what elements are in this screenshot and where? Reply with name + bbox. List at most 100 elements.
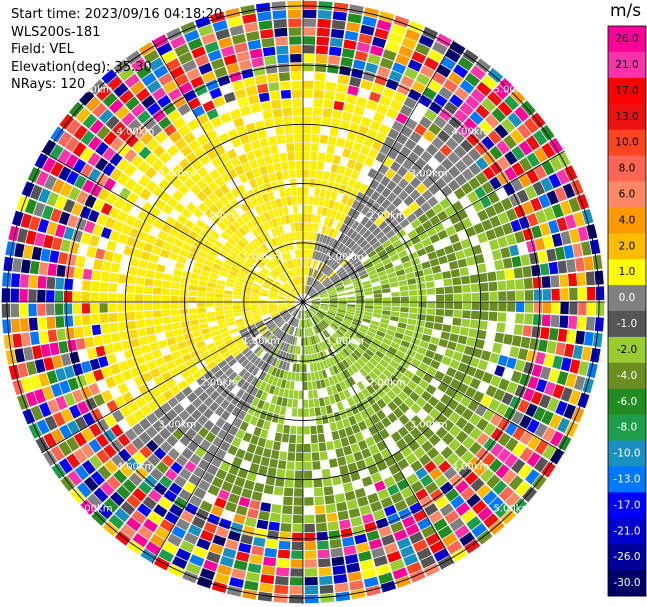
radar-gate xyxy=(351,423,361,434)
radar-gate xyxy=(220,266,230,274)
radar-gate xyxy=(515,313,524,324)
radar-gate xyxy=(303,452,312,462)
radar-gate xyxy=(124,149,137,163)
radar-gate xyxy=(324,316,333,323)
radar-gate xyxy=(100,271,110,282)
radar-gate xyxy=(568,315,578,329)
radar-gate xyxy=(455,430,469,444)
radar-gate xyxy=(421,440,434,453)
radar-gate xyxy=(206,342,216,351)
radar-gate xyxy=(137,525,153,540)
radar-gate xyxy=(420,150,433,163)
radar-gate xyxy=(365,187,375,198)
range-ring-label: 4.00km xyxy=(117,461,155,472)
radar-gate xyxy=(289,326,294,335)
radar-gate xyxy=(296,258,300,267)
radar-gate xyxy=(328,366,336,376)
radar-gate xyxy=(246,258,255,266)
radar-gate xyxy=(511,162,525,177)
radar-gate xyxy=(163,323,173,332)
radar-gate xyxy=(277,180,285,190)
radar-gate xyxy=(494,332,505,344)
radar-gate xyxy=(311,304,320,308)
radar-gate xyxy=(279,264,285,273)
radar-gate xyxy=(336,266,344,274)
radar-gate xyxy=(361,513,375,524)
radar-gate xyxy=(184,460,197,473)
radar-gate xyxy=(308,289,315,296)
radar-gate xyxy=(225,191,235,202)
radar-gate xyxy=(72,158,87,174)
radar-gate xyxy=(312,461,321,470)
radar-gate xyxy=(141,222,153,234)
radar-gate xyxy=(286,304,295,309)
radar-gate xyxy=(325,226,331,236)
radar-gate xyxy=(346,291,355,295)
radar-gate xyxy=(453,285,462,294)
radar-gate xyxy=(289,585,303,595)
radar-gate xyxy=(526,350,537,363)
radar-gate xyxy=(311,295,320,300)
radar-gate xyxy=(129,205,141,218)
radar-gate xyxy=(316,27,330,37)
radar-gate xyxy=(147,334,158,344)
radar-gate xyxy=(260,269,269,276)
radar-gate xyxy=(246,374,255,384)
radar-gate xyxy=(143,518,158,533)
radar-gate xyxy=(462,310,471,319)
radar-gate xyxy=(314,282,322,290)
radar-gate xyxy=(346,265,355,273)
radar-gate xyxy=(196,178,208,190)
radar-gate xyxy=(366,395,376,406)
radar-gate xyxy=(110,491,125,507)
radar-gate xyxy=(161,454,175,468)
radar-gate xyxy=(292,327,297,336)
radar-gate xyxy=(211,476,224,488)
radar-gate xyxy=(353,180,363,191)
radar-gate xyxy=(381,534,396,546)
radar-gate xyxy=(510,178,524,192)
radar-gate xyxy=(576,194,589,210)
radar-gate xyxy=(444,309,454,317)
radar-gate xyxy=(152,87,167,101)
radar-gate xyxy=(532,181,546,196)
radar-gate xyxy=(449,333,459,343)
radar-gate xyxy=(481,136,495,150)
radar-gate xyxy=(552,384,565,399)
radar-gate xyxy=(382,297,392,302)
radar-gate xyxy=(228,464,240,476)
radar-gate xyxy=(478,272,488,283)
radar-gate xyxy=(278,307,287,312)
radar-gate xyxy=(317,433,326,443)
radar-gate xyxy=(138,259,149,269)
radar-gate xyxy=(174,357,185,367)
radar-gate xyxy=(577,226,589,242)
radar-gate xyxy=(490,443,504,457)
radar-gate xyxy=(425,208,436,219)
radar-gate xyxy=(431,71,447,86)
radar-gate xyxy=(311,304,320,308)
radar-gate xyxy=(267,530,279,540)
radar-gate xyxy=(235,505,248,516)
radar-gate xyxy=(231,406,241,417)
radar-gate xyxy=(144,318,154,327)
radar-gate xyxy=(277,298,286,301)
radar-gate xyxy=(353,349,362,358)
radar-gate xyxy=(390,315,399,322)
radar-gate xyxy=(314,281,321,289)
radar-gate xyxy=(459,102,474,117)
radar-gate xyxy=(166,337,177,346)
radar-gate xyxy=(530,112,546,129)
radar-gate xyxy=(427,196,439,208)
radar-gate xyxy=(138,363,149,374)
radar-gate xyxy=(356,391,366,401)
radar-gate xyxy=(173,238,184,248)
radar-gate xyxy=(403,96,417,109)
radar-gate xyxy=(303,71,314,81)
radar-gate xyxy=(280,89,291,99)
radar-gate xyxy=(527,435,541,451)
radar-gate xyxy=(135,88,151,102)
radar-gate xyxy=(132,533,149,548)
radar-gate xyxy=(191,159,203,171)
radar-gate xyxy=(374,171,385,183)
